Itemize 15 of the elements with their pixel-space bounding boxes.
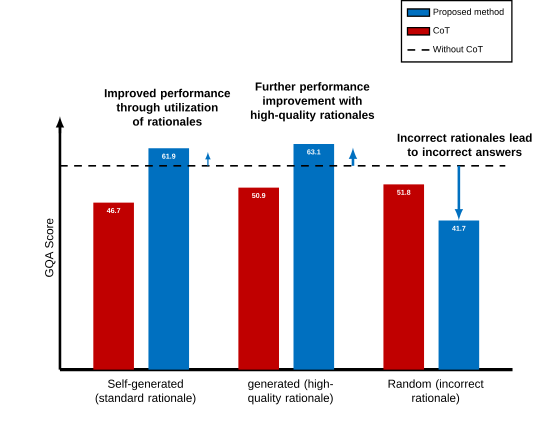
x-tick-label: Self-generated (standard rationale) — [96, 379, 196, 404]
bar — [294, 144, 334, 370]
bar — [93, 202, 134, 370]
bar — [238, 188, 279, 370]
annotation: Incorrect rationales lead to incorrect answers — [398, 134, 532, 156]
bar — [148, 148, 190, 370]
text: Improved performance through utilization of rationales — [104, 88, 230, 126]
legend-label: Proposed method — [434, 8, 504, 17]
text: Further performance improvement with high-quality rationales — [250, 82, 374, 122]
y-axis-title: GQA Score — [45, 218, 56, 277]
x-tick-label: Random (incorrect rationale) — [388, 379, 484, 404]
bar — [383, 184, 424, 370]
legend-label: Without CoT — [432, 46, 483, 52]
legend-label: CoT — [433, 27, 450, 34]
x-tick-label: generated (high-quality rationale) — [248, 379, 333, 404]
